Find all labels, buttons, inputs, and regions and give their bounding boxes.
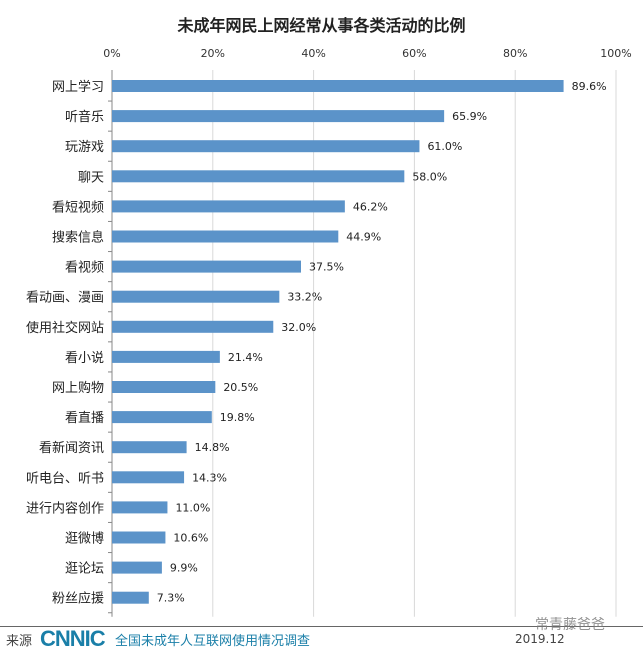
category-label: 网上购物 (52, 380, 104, 396)
bar (112, 561, 162, 574)
bar (112, 260, 301, 273)
category-label: 使用社交网站 (26, 320, 104, 336)
value-label: 89.6% (572, 80, 607, 93)
x-tick-label: 100% (600, 47, 631, 60)
value-label: 14.3% (192, 471, 227, 484)
source-label: 来源 (6, 634, 33, 649)
category-label: 听音乐 (65, 109, 104, 125)
bar (112, 591, 149, 604)
bar (112, 320, 274, 333)
category-label: 进行内容创作 (26, 500, 104, 516)
bar (112, 471, 185, 484)
watermark: 常青藤爸爸 (535, 617, 605, 633)
value-label: 20.5% (223, 381, 258, 394)
bar (112, 290, 280, 303)
cnnic-logo: CNNIC (40, 626, 106, 651)
bar (112, 200, 345, 213)
footer-divider (0, 626, 643, 627)
category-label: 逛微博 (65, 532, 104, 547)
bar (112, 230, 339, 243)
bar (112, 441, 187, 454)
category-label: 看视频 (65, 260, 104, 276)
value-label: 58.0% (412, 170, 447, 183)
survey-date: 2019.12 (515, 632, 565, 646)
value-label: 32.0% (281, 321, 316, 334)
category-label: 玩游戏 (65, 140, 104, 155)
value-label: 19.8% (220, 411, 255, 424)
value-label: 7.3% (157, 592, 185, 605)
category-label: 听电台、听书 (26, 471, 104, 486)
category-label: 粉丝应援 (52, 591, 104, 607)
category-label: 看短视频 (52, 199, 104, 215)
x-tick-label: 0% (103, 47, 120, 60)
value-label: 46.2% (353, 200, 388, 213)
value-label: 65.9% (452, 110, 487, 123)
x-tick-label: 60% (402, 47, 426, 60)
value-label: 11.0% (175, 501, 210, 514)
category-label: 网上学习 (52, 79, 104, 95)
value-label: 61.0% (427, 140, 462, 153)
bar (112, 411, 212, 424)
x-tick-label: 20% (201, 47, 225, 60)
bar (112, 110, 445, 123)
bar (112, 531, 166, 544)
bar (112, 381, 216, 393)
category-label: 看新闻资讯 (39, 440, 104, 456)
value-label: 33.2% (287, 291, 322, 304)
bar (112, 350, 220, 363)
category-label: 看动画、漫画 (26, 290, 104, 306)
value-label: 21.4% (228, 351, 263, 364)
category-label: 聊天 (78, 170, 104, 185)
category-label: 看小说 (65, 350, 104, 366)
value-label: 14.8% (195, 441, 230, 454)
x-tick-label: 40% (301, 47, 325, 60)
bar (112, 170, 405, 183)
value-label: 9.9% (170, 562, 198, 575)
value-label: 37.5% (309, 261, 344, 274)
bar (112, 140, 420, 153)
bar (112, 80, 564, 92)
survey-name: 全国未成年人互联网使用情况调查 (115, 634, 311, 649)
x-tick-label: 80% (503, 47, 527, 60)
category-label: 搜索信息 (52, 230, 104, 246)
category-label: 逛论坛 (65, 562, 104, 577)
category-label: 看直播 (65, 410, 104, 426)
chart-title: 未成年网民上网经常从事各类活动的比例 (177, 16, 466, 35)
value-label: 44.9% (346, 231, 381, 244)
value-label: 10.6% (173, 532, 208, 545)
bar (112, 501, 168, 514)
